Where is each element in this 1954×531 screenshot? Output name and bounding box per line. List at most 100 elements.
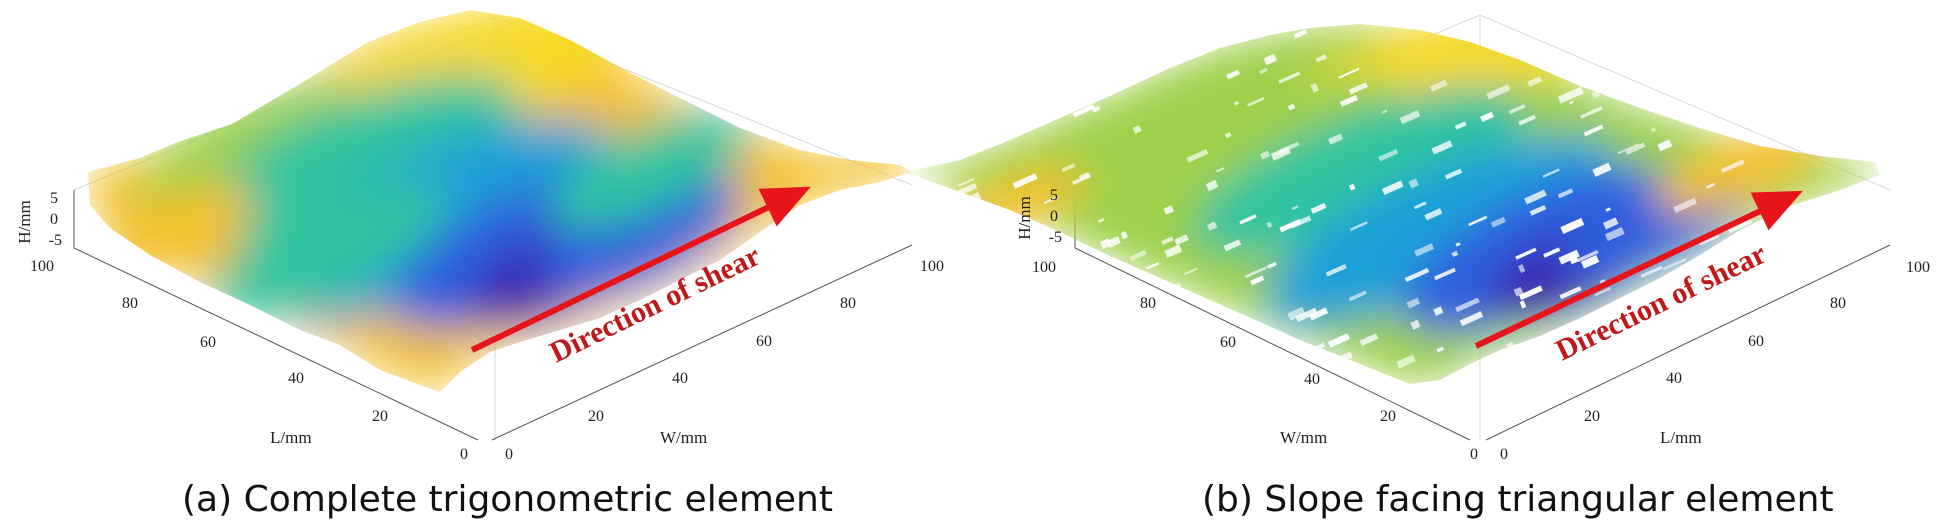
- l-tick: 0: [1500, 446, 1508, 463]
- cloud-gap: [1146, 261, 1160, 270]
- l-tick: 60: [1748, 333, 1764, 350]
- cloud-gap: [1490, 216, 1506, 228]
- cloud-gap: [948, 192, 965, 202]
- cloud-gap: [1043, 196, 1059, 205]
- cloud-gap: [921, 248, 933, 258]
- cloud-gap: [1325, 264, 1347, 277]
- cloud-gap: [1845, 57, 1867, 71]
- cloud-gap: [1429, 79, 1448, 92]
- cloud-gap: [1205, 179, 1219, 192]
- cloud-gap: [1114, 269, 1125, 278]
- cloud-gap: [1686, 57, 1712, 74]
- cloud-gap: [1451, 250, 1459, 257]
- cloud-gap: [1444, 168, 1463, 180]
- cloud-gap: [953, 266, 961, 274]
- cloud-gap: [1348, 290, 1367, 302]
- cloud-gap: [1527, 76, 1543, 88]
- cloud-gap: [1164, 244, 1183, 258]
- cloud-gap: [1594, 287, 1612, 297]
- cloud-gap: [1216, 167, 1225, 173]
- cloud-gap: [1805, 338, 1830, 356]
- cloud-gap: [1396, 354, 1416, 369]
- cloud-gap: [1338, 67, 1360, 79]
- cloud-gap: [957, 178, 975, 187]
- cloud-gap: [931, 384, 941, 393]
- l-axis-label: L/mm: [270, 428, 312, 447]
- cloud-gap: [1843, 279, 1863, 293]
- surface-patch: [139, 81, 361, 219]
- shear-direction-arrow: [470, 186, 811, 353]
- cloud-gap: [1792, 110, 1810, 120]
- cloud-gap: [1558, 249, 1580, 265]
- cloud-gap: [1025, 322, 1036, 333]
- cloud-gap: [955, 76, 962, 82]
- cloud-gap: [1431, 140, 1453, 155]
- cloud-gap: [1007, 253, 1022, 263]
- surface-patch: [549, 109, 751, 231]
- cloud-gap: [1239, 214, 1257, 225]
- cloud-gap: [956, 107, 973, 120]
- cloud-gap: [1310, 202, 1327, 214]
- cloud-gap: [1163, 338, 1187, 353]
- h-tick: 5: [1050, 187, 1058, 204]
- cloud-gap: [1455, 297, 1480, 313]
- cloud-gap: [1569, 100, 1574, 105]
- cloud-gap: [1270, 146, 1291, 161]
- cloud-gap: [1696, 24, 1718, 35]
- cloud-gap: [1199, 386, 1204, 390]
- cloud-gap: [1726, 56, 1739, 66]
- cloud-gap: [944, 297, 963, 311]
- cloud-gap: [1807, 29, 1831, 44]
- cloud-gap: [1749, 58, 1766, 70]
- l-tick: 40: [288, 370, 304, 387]
- w-tick: 100: [920, 258, 944, 275]
- h-axis-label: H/mm: [1015, 196, 1034, 239]
- cloud-gap: [1800, 285, 1821, 300]
- cloud-gap: [1830, 371, 1837, 376]
- cloud-gap: [1529, 204, 1547, 216]
- cloud-gap: [1184, 267, 1198, 276]
- cloud-gap: [970, 273, 986, 285]
- cloud-gap: [1779, 101, 1801, 117]
- cloud-gap: [1555, 52, 1574, 67]
- panel-a-colormap-surface: [88, 10, 912, 392]
- w-axis-label: W/mm: [660, 428, 707, 447]
- cloud-gap: [1378, 148, 1399, 162]
- l-tick: 60: [200, 334, 216, 351]
- cloud-gap: [1061, 163, 1076, 173]
- cloud-gap: [1349, 221, 1368, 231]
- cloud-gap: [1233, 100, 1240, 106]
- cloud-gap: [1310, 82, 1319, 93]
- cloud-gap: [1224, 132, 1232, 139]
- w-tick: 40: [1304, 371, 1320, 388]
- panel-a-axis-lines: [73, 190, 913, 441]
- cloud-gap: [1518, 285, 1543, 301]
- cloud-gap: [951, 83, 974, 99]
- cloud-gap: [1404, 267, 1430, 283]
- cloud-gap: [1804, 27, 1813, 35]
- cloud-gap: [1825, 276, 1847, 291]
- cloud-gap: [1163, 205, 1175, 215]
- cloud-gap: [1518, 264, 1526, 273]
- l-tick: 80: [1830, 295, 1846, 312]
- cloud-gap: [1849, 340, 1873, 357]
- cloud-gap: [1561, 379, 1570, 384]
- cloud-gap: [1486, 84, 1511, 100]
- cloud-gap: [1581, 255, 1600, 269]
- cloud-gap: [1657, 139, 1673, 152]
- cloud-gap: [1097, 218, 1105, 223]
- w-tick: 100: [1032, 259, 1056, 276]
- cloud-gap: [1012, 173, 1038, 189]
- cloud-gap: [1743, 90, 1764, 102]
- cloud-gap: [948, 56, 956, 62]
- cloud-gap: [1604, 226, 1625, 242]
- cloud-gap: [1699, 234, 1720, 246]
- cloud-gap: [1083, 54, 1096, 64]
- cloud-gap: [1129, 250, 1147, 262]
- cloud-gap: [1186, 149, 1209, 163]
- cloud-gap: [1293, 29, 1308, 39]
- cloud-gap: [1161, 236, 1174, 245]
- cloud-gap: [1454, 121, 1467, 130]
- cloud-gap: [970, 24, 994, 38]
- cloud-gap: [1508, 104, 1526, 115]
